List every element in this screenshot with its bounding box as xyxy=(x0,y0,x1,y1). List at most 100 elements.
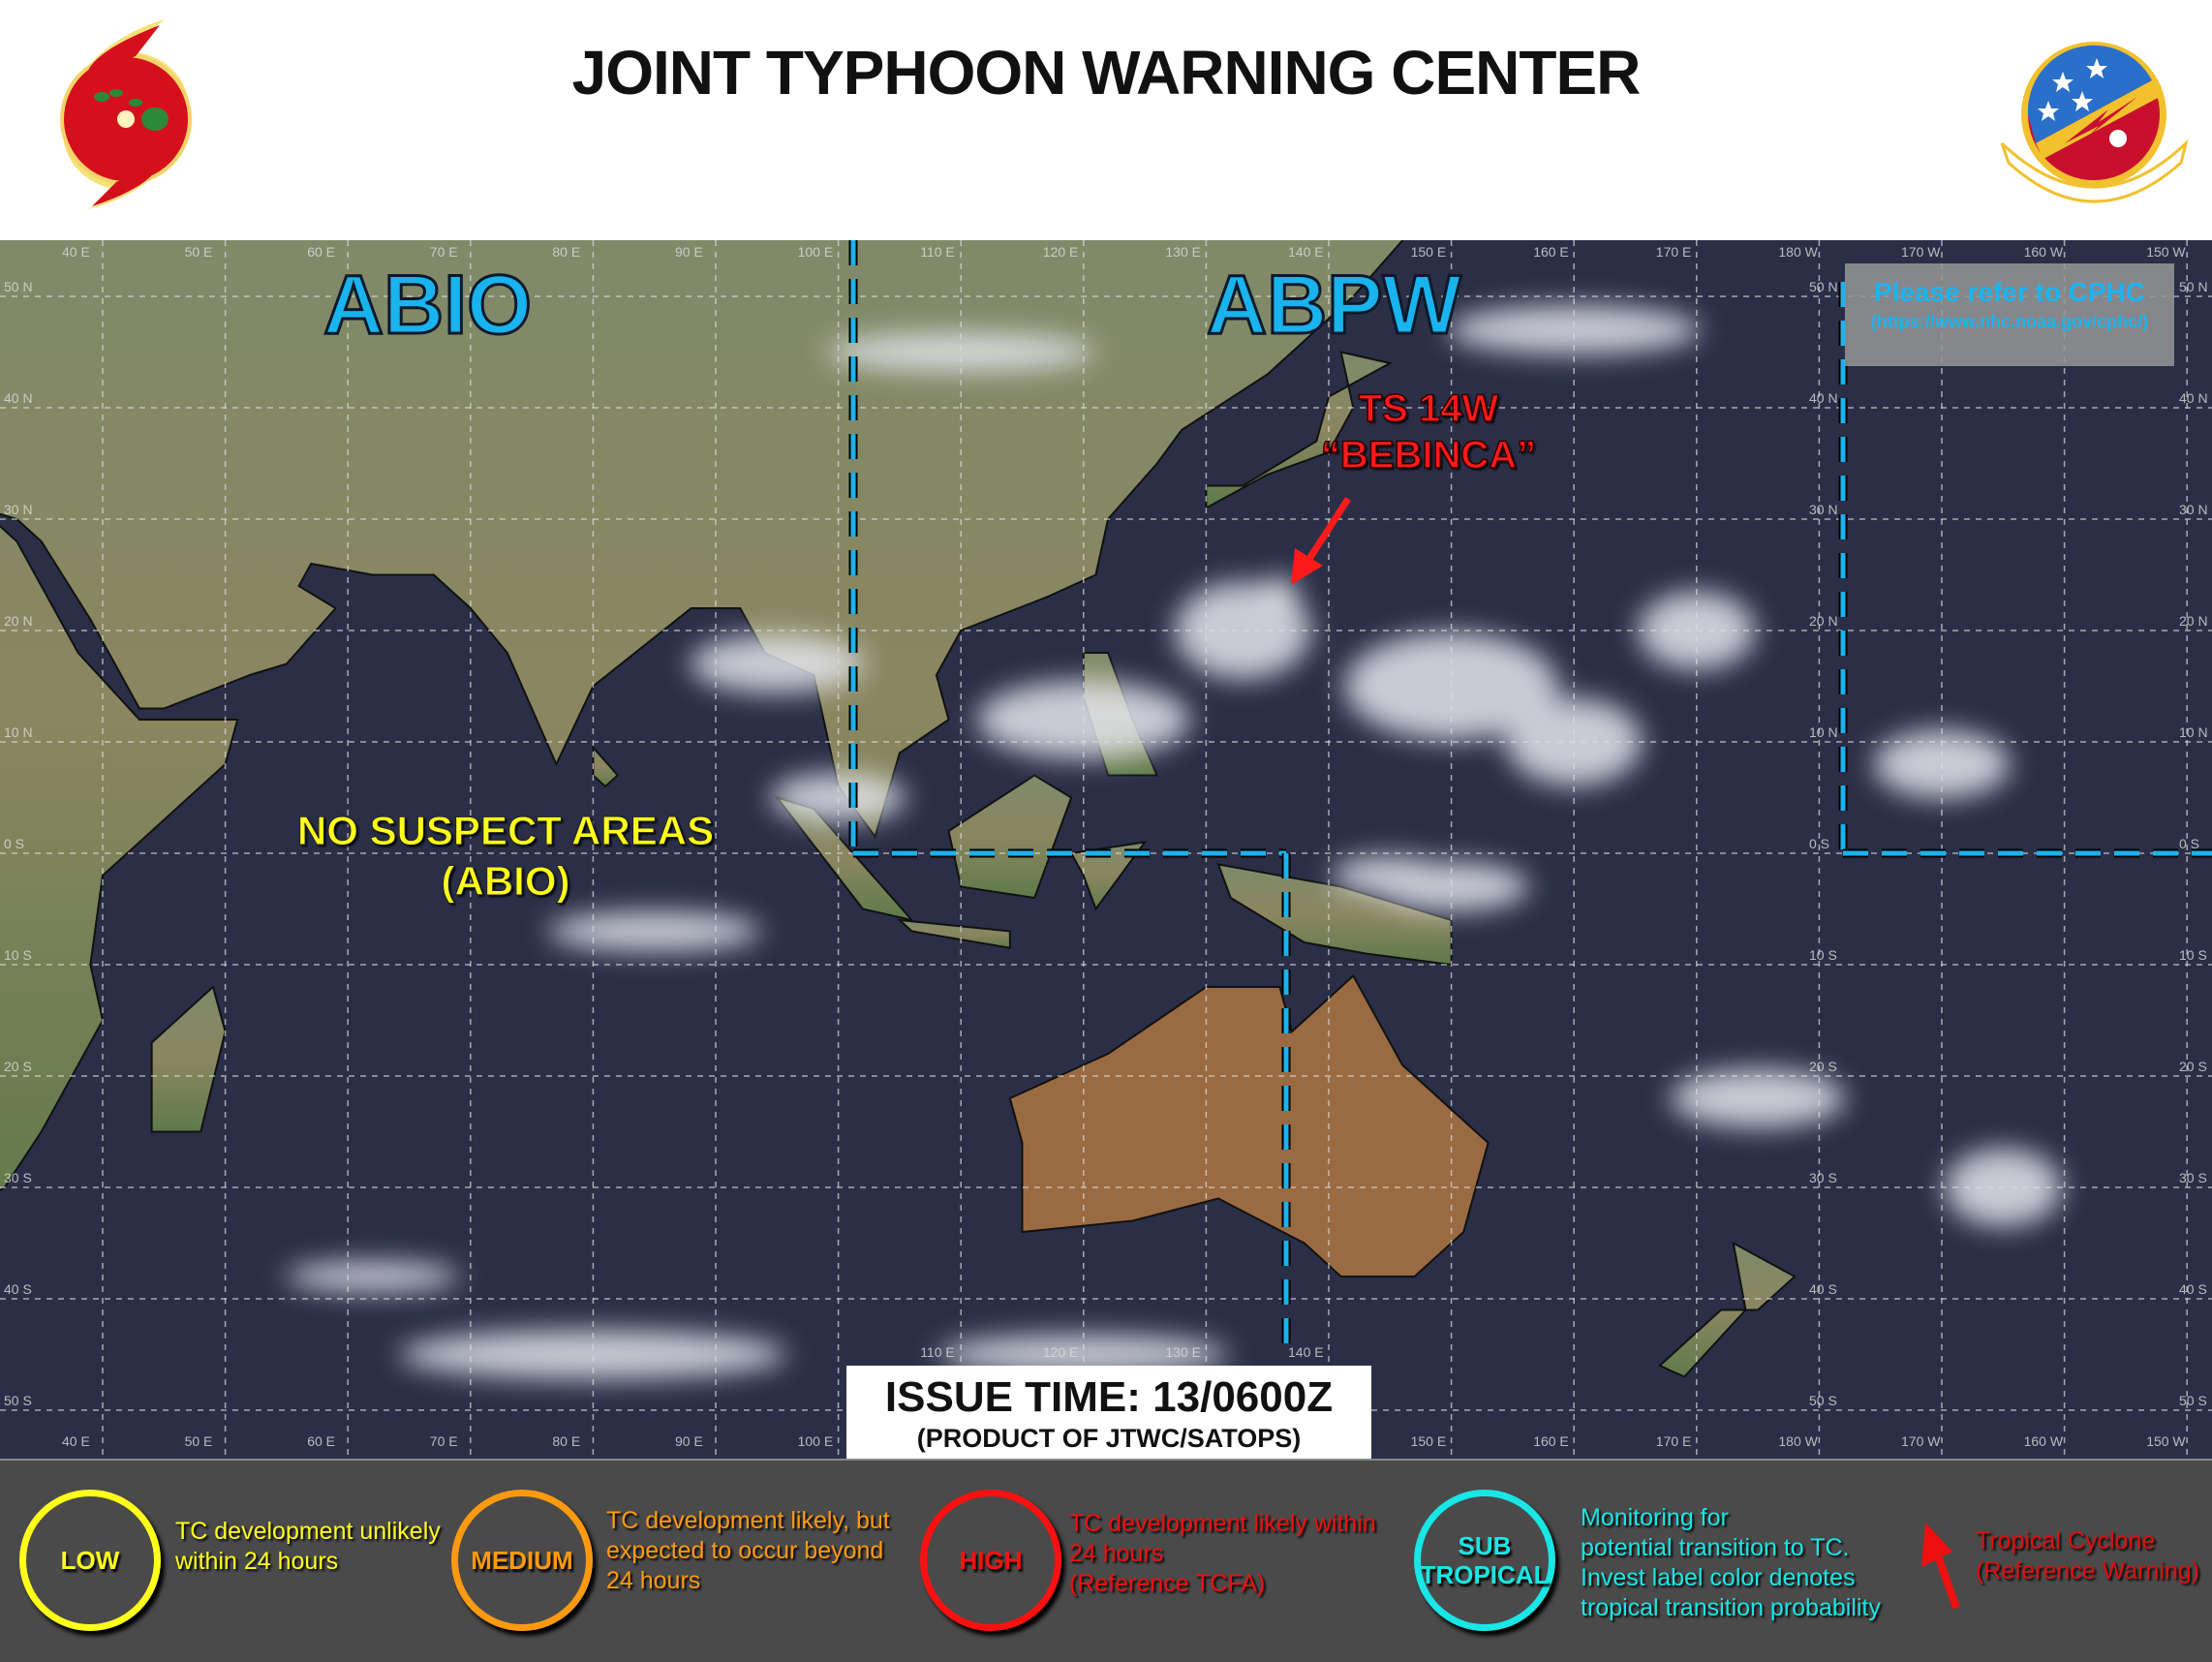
borneo-landmass xyxy=(947,774,1073,900)
cloud xyxy=(770,773,906,822)
longitude-label: 180 W xyxy=(1778,1433,1818,1449)
low-circle: LOW xyxy=(19,1490,161,1631)
longitude-label: 130 E xyxy=(1165,1344,1201,1360)
longitude-label: 100 E xyxy=(797,244,834,260)
longitude-label: 150 E xyxy=(1410,244,1447,260)
longitude-label: 90 E xyxy=(675,1433,703,1449)
longitude-label: 170 E xyxy=(1655,244,1692,260)
latitude-label: 20 S xyxy=(1809,1059,1837,1074)
subtropical-circle: SUB TROPICAL xyxy=(1414,1490,1555,1631)
latitude-label: 10 N xyxy=(2179,724,2208,740)
latitude-label: 30 N xyxy=(2179,502,2208,517)
low-text-2: within 24 hours xyxy=(175,1548,339,1575)
product-of: (PRODUCT OF JTWC/SATOPS) xyxy=(916,1424,1302,1453)
medium-label: MEDIUM xyxy=(471,1546,573,1575)
subtropical-text-3: Invest label color denotes xyxy=(1581,1564,1856,1591)
subtropical-description: Monitoring for potential transition to TC… xyxy=(1581,1503,1881,1623)
latitude-label: 20 S xyxy=(2179,1059,2207,1074)
longitude-label: 150 W xyxy=(2146,244,2186,260)
high-text-1: TC development likely within xyxy=(1069,1510,1376,1537)
no-suspect-region: (ABIO) xyxy=(441,858,570,905)
cloud xyxy=(825,332,1097,372)
abio-region-label: ABIO xyxy=(323,259,534,352)
longitude-label: 80 E xyxy=(552,1433,581,1449)
subtropical-label-1: SUB xyxy=(1458,1531,1512,1560)
longitude-label: 160 E xyxy=(1533,244,1569,260)
jtwc-logo xyxy=(60,19,192,209)
satellite-imagery xyxy=(0,240,2212,1459)
latitude-label: 30 S xyxy=(2179,1170,2207,1185)
abpw-region-label: ABPW xyxy=(1206,259,1463,352)
latitude-label: 50 S xyxy=(2179,1393,2207,1408)
medium-text-3: 24 hours xyxy=(606,1567,701,1594)
tc-description: Tropical Cyclone (Reference Warning) xyxy=(1976,1526,2199,1586)
latitude-label: 50 N xyxy=(4,279,33,294)
latitude-label: 10 S xyxy=(4,947,32,963)
high-label: HIGH xyxy=(959,1546,1023,1575)
madagascar-landmass xyxy=(150,985,227,1133)
latitude-label: 0 S xyxy=(1809,836,1830,851)
latitude-label: 40 N xyxy=(1809,390,1838,406)
low-description: TC development unlikely within 24 hours xyxy=(175,1517,441,1577)
medium-circle: MEDIUM xyxy=(451,1490,593,1631)
latitude-label: 30 N xyxy=(1809,502,1838,517)
longitude-label: 90 E xyxy=(675,244,703,260)
longitude-label: 140 E xyxy=(1288,244,1324,260)
longitude-label: 110 E xyxy=(920,244,955,260)
subtropical-text-2: potential transition to TC. xyxy=(1581,1534,1850,1561)
storm-arrow-icon xyxy=(1291,497,1351,585)
longitude-label: 160 W xyxy=(2023,1433,2064,1449)
longitude-label: 150 W xyxy=(2146,1433,2186,1449)
latitude-label: 30 S xyxy=(1809,1170,1837,1185)
no-suspect-areas-label: NO SUSPECT AREAS (ABIO) xyxy=(254,806,757,907)
longitude-label: 100 E xyxy=(797,1433,834,1449)
legend: LOW TC development unlikely within 24 hou… xyxy=(0,1459,2212,1662)
longitude-label: 150 E xyxy=(1410,1433,1447,1449)
cloud xyxy=(399,1330,787,1379)
high-circle: HIGH xyxy=(920,1490,1061,1631)
longitude-label: 40 E xyxy=(62,1433,90,1449)
latitude-label: 20 N xyxy=(1809,613,1838,629)
header: JOINT TYPHOON WARNING CENTER xyxy=(0,0,2212,242)
latitude-label: 10 S xyxy=(1809,947,1837,963)
high-description: TC development likely within 24 hours (Ref… xyxy=(1069,1509,1376,1599)
longitude-label: 160 W xyxy=(2023,244,2064,260)
longitude-label: 40 E xyxy=(62,244,90,260)
sulawesi-landmass xyxy=(1069,841,1148,911)
cphc-link[interactable]: (https://www.nhc.noaa.gov/cphc/) xyxy=(1870,312,2149,331)
storm-label: TS 14W “BEBINCA” xyxy=(1298,385,1559,478)
latitude-label: 30 S xyxy=(4,1170,32,1185)
no-suspect-text: NO SUSPECT AREAS xyxy=(296,808,715,854)
latitude-label: 50 N xyxy=(2179,279,2208,294)
longitude-label: 60 E xyxy=(307,244,335,260)
tc-text-2: (Reference Warning) xyxy=(1976,1557,2200,1585)
cloud xyxy=(1332,856,1449,895)
medium-text-2: expected to occur beyond xyxy=(606,1537,884,1564)
japan-landmass xyxy=(1205,351,1394,510)
longitude-label: 50 E xyxy=(184,1433,213,1449)
longitude-label: 60 E xyxy=(307,1433,335,1449)
cloud xyxy=(690,634,865,693)
longitude-label: 80 E xyxy=(552,244,581,260)
latitude-label: 50 S xyxy=(1809,1393,1837,1408)
latitude-label: 40 S xyxy=(1809,1281,1837,1297)
issue-time-box: ISSUE TIME: 13/0600Z (PRODUCT OF JTWC/SA… xyxy=(846,1366,1371,1459)
cphc-notice: Please refer to CPHC (https://www.nhc.no… xyxy=(1845,263,2174,366)
high-text-3: (Reference TCFA) xyxy=(1069,1570,1266,1597)
storm-name: “BEBINCA” xyxy=(1320,433,1537,477)
asia-africa-landmass xyxy=(0,240,1404,1192)
satellite-map: 40 E 40 E 50 E 50 E 60 E 60 E 70 E 70 E 80 E 80 E… xyxy=(0,240,2212,1459)
australia-landmass xyxy=(1008,973,1490,1277)
17th-operational-weather-sq-logo xyxy=(2000,42,2189,203)
longitude-label: 170 W xyxy=(1901,1433,1941,1449)
longitude-label: 140 E xyxy=(1288,1344,1324,1360)
latitude-label: 10 N xyxy=(4,724,33,740)
latitude-label: 10 N xyxy=(1809,724,1838,740)
longitude-label: 70 E xyxy=(429,244,458,260)
longitude-label: 120 E xyxy=(1042,244,1079,260)
tc-text-1: Tropical Cyclone xyxy=(1976,1527,2156,1554)
latitude-label: 50 N xyxy=(1809,279,1838,294)
latitude-label: 30 N xyxy=(4,502,33,517)
cloud xyxy=(1448,305,1701,354)
longitude-label: 160 E xyxy=(1533,1433,1569,1449)
